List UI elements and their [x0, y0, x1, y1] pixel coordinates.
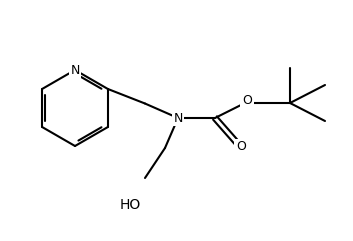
- Text: O: O: [242, 94, 252, 107]
- Text: HO: HO: [119, 198, 140, 212]
- Text: N: N: [173, 112, 183, 125]
- Text: N: N: [70, 63, 80, 76]
- Text: O: O: [236, 141, 246, 154]
